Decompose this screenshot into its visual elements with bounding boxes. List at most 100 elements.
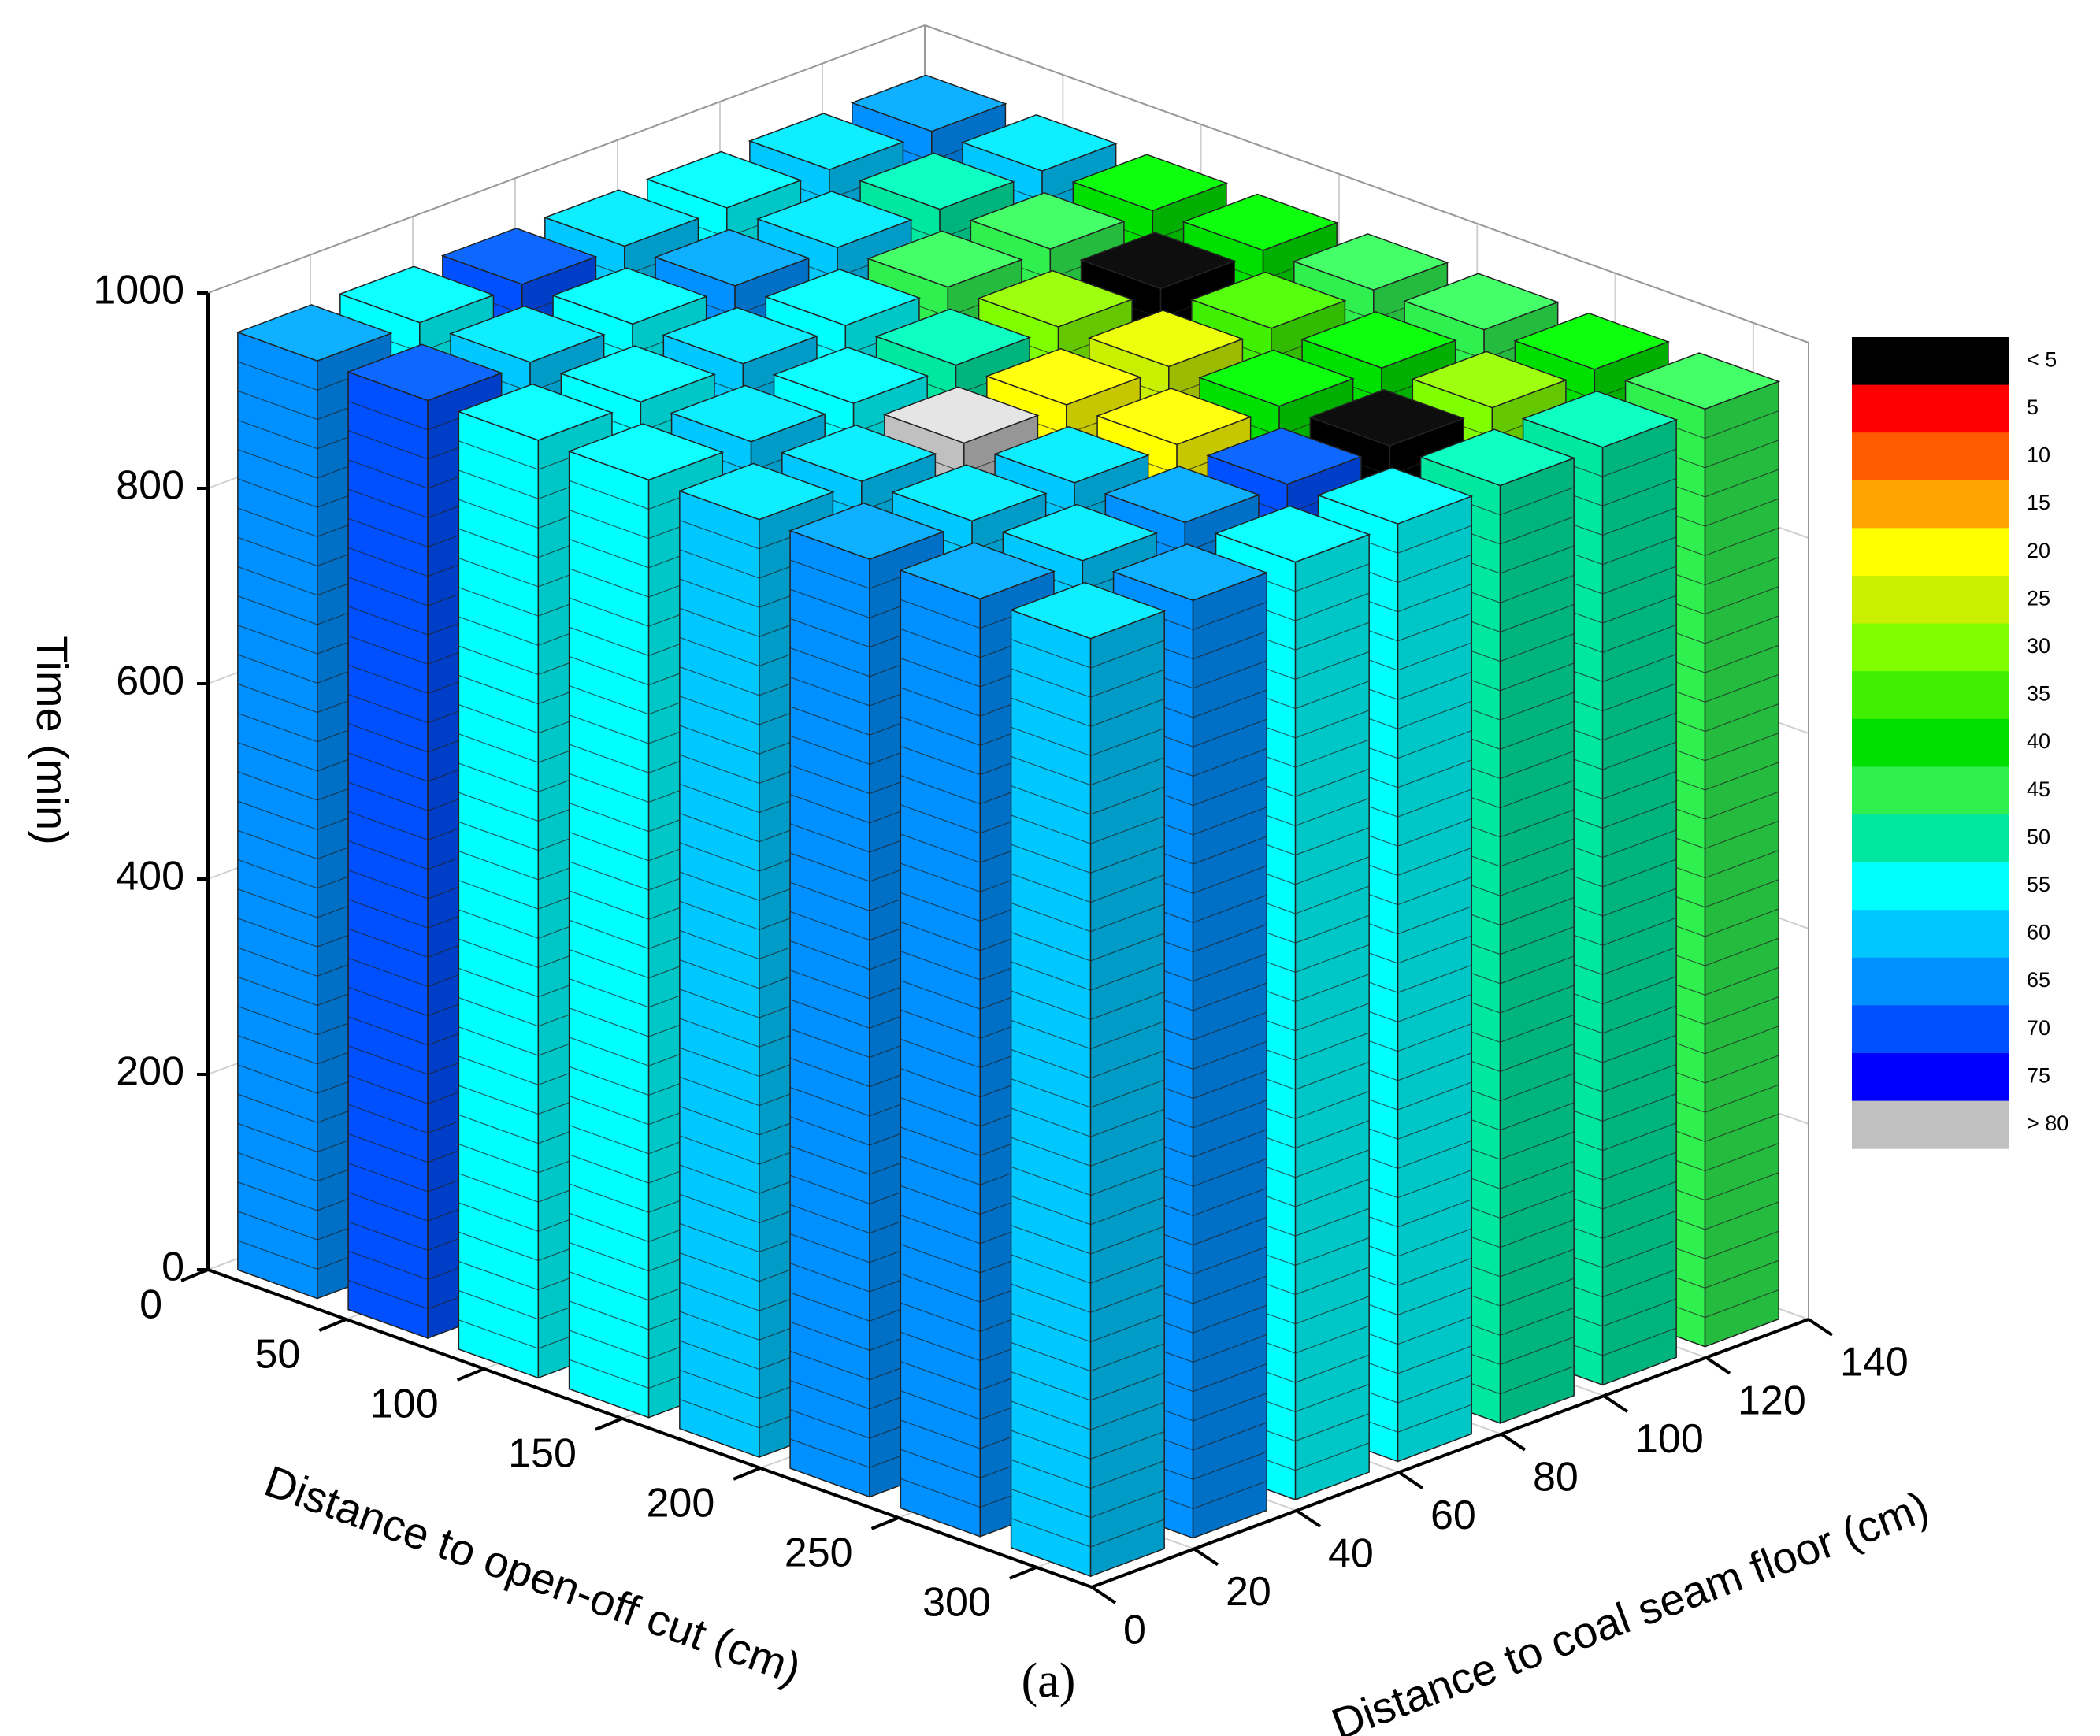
z-tick-label: 0 (161, 1245, 184, 1290)
y-tick-label: 0 (1123, 1608, 1146, 1653)
y-tick-label: 40 (1328, 1531, 1374, 1577)
x-tick (456, 1367, 485, 1382)
bar-top-face (977, 269, 1134, 328)
bar-top-face (874, 308, 1032, 366)
bar-top-face (866, 230, 1024, 288)
bar-top-face (1095, 388, 1252, 446)
y-tick-label: 20 (1226, 1569, 1271, 1615)
z-tick-label: 400 (116, 854, 184, 900)
bar-top-face (1087, 310, 1245, 368)
legend-swatch (1852, 576, 2009, 625)
y-tick (1090, 1586, 1117, 1604)
legend-swatch (1852, 1100, 2009, 1149)
y-tick (1193, 1547, 1219, 1567)
z-axis-title: Time (min) (28, 636, 77, 844)
bar-segment-lines (1011, 639, 1165, 1548)
legend-swatch (1852, 910, 2009, 959)
y-tick-label: 100 (1635, 1416, 1704, 1462)
bar-top-face (1104, 466, 1261, 524)
y-axis-title: Distance to coal seam floor (cm) (1325, 1482, 1935, 1736)
x-tick-label: 250 (785, 1530, 853, 1576)
bar-top-face (1623, 352, 1781, 410)
bar-top-face (1402, 273, 1560, 331)
legend-label: 60 (2027, 921, 2050, 944)
legend-label: 20 (2027, 539, 2050, 562)
bar-top-face (1206, 427, 1364, 485)
bar-top-face (960, 114, 1118, 172)
legend-label: 35 (2027, 682, 2050, 706)
bar-top-face (772, 347, 929, 404)
y-tick (1602, 1394, 1629, 1413)
bar-top-face (645, 150, 803, 209)
bar-top-face (662, 306, 819, 365)
y-tick-label: 140 (1840, 1340, 1909, 1385)
x-tick-label: 150 (508, 1431, 577, 1477)
legend-label: > 80 (2027, 1111, 2068, 1135)
legend-swatch (1852, 1005, 2009, 1054)
bar-top-face (1300, 311, 1457, 369)
y-tick (1807, 1318, 1834, 1337)
bar-top-face (551, 267, 708, 325)
y-tick (1397, 1471, 1424, 1489)
bar-top-face (338, 265, 495, 324)
y-tick (1705, 1356, 1731, 1375)
legend-swatch (1852, 1053, 2009, 1102)
bar-top-face (1009, 581, 1167, 640)
x-tick-label: 0 (139, 1282, 162, 1328)
bar-top-face (677, 462, 835, 521)
bar-top-face (448, 305, 606, 363)
bar-top-face (346, 343, 503, 402)
bar-top-face (1189, 271, 1347, 329)
legend-label: 15 (2027, 491, 2050, 514)
legend-label: 70 (2027, 1016, 2050, 1040)
y-tick (1295, 1509, 1322, 1528)
legend-swatch (1852, 528, 2009, 577)
bar-top-face (1111, 543, 1269, 601)
legend-label: 50 (2027, 825, 2050, 848)
bar-top-face (882, 386, 1040, 444)
bar-top-face (567, 423, 725, 481)
bar-top-face (1411, 351, 1568, 409)
legend-label: 5 (2027, 395, 2039, 419)
x-tick-label: 300 (922, 1580, 991, 1626)
bar-top-face (1513, 312, 1671, 370)
legend-label: 10 (2027, 443, 2050, 467)
x-tick (733, 1467, 762, 1481)
bar-top-face (653, 228, 811, 287)
x-tick (180, 1268, 209, 1282)
bar-top-face (780, 425, 937, 482)
bar-top-face (890, 464, 1048, 522)
bar-top-face (858, 152, 1015, 210)
legend-swatch (1852, 384, 2009, 433)
x-axis-title: Distance to open-off cut (cm) (258, 1456, 807, 1693)
caption: (a) (1022, 1654, 1076, 1708)
bar-top-face (1316, 466, 1474, 525)
bar-top-face (969, 191, 1126, 250)
bar-top-face (1197, 349, 1355, 407)
bar-top-face (1214, 505, 1371, 563)
legend-swatch (1852, 957, 2009, 1006)
y-tick (1500, 1433, 1527, 1452)
bar-top-face (755, 191, 913, 249)
legend-swatch (1852, 814, 2009, 863)
x-tick-label: 200 (646, 1481, 714, 1526)
x-tick (1009, 1565, 1037, 1580)
bar-top-face (788, 502, 945, 560)
bar-top-face (543, 189, 700, 247)
y-tick-label: 60 (1430, 1493, 1476, 1538)
legend-label: 25 (2027, 586, 2050, 610)
bar (1009, 581, 1167, 1578)
z-tick-label: 800 (116, 463, 184, 509)
bar-top-face (1001, 503, 1159, 562)
bar-top-face (440, 227, 598, 285)
bar-top-face (1521, 390, 1679, 448)
bar-top-face (670, 384, 827, 443)
bar-top-face (748, 113, 905, 171)
legend-swatch (1852, 432, 2009, 481)
bar-top-face (236, 304, 393, 362)
legend-swatch (1852, 623, 2009, 672)
x-tick-label: 50 (254, 1332, 300, 1378)
bar-top-face (899, 542, 1056, 600)
legend-label: 75 (2027, 1063, 2050, 1087)
